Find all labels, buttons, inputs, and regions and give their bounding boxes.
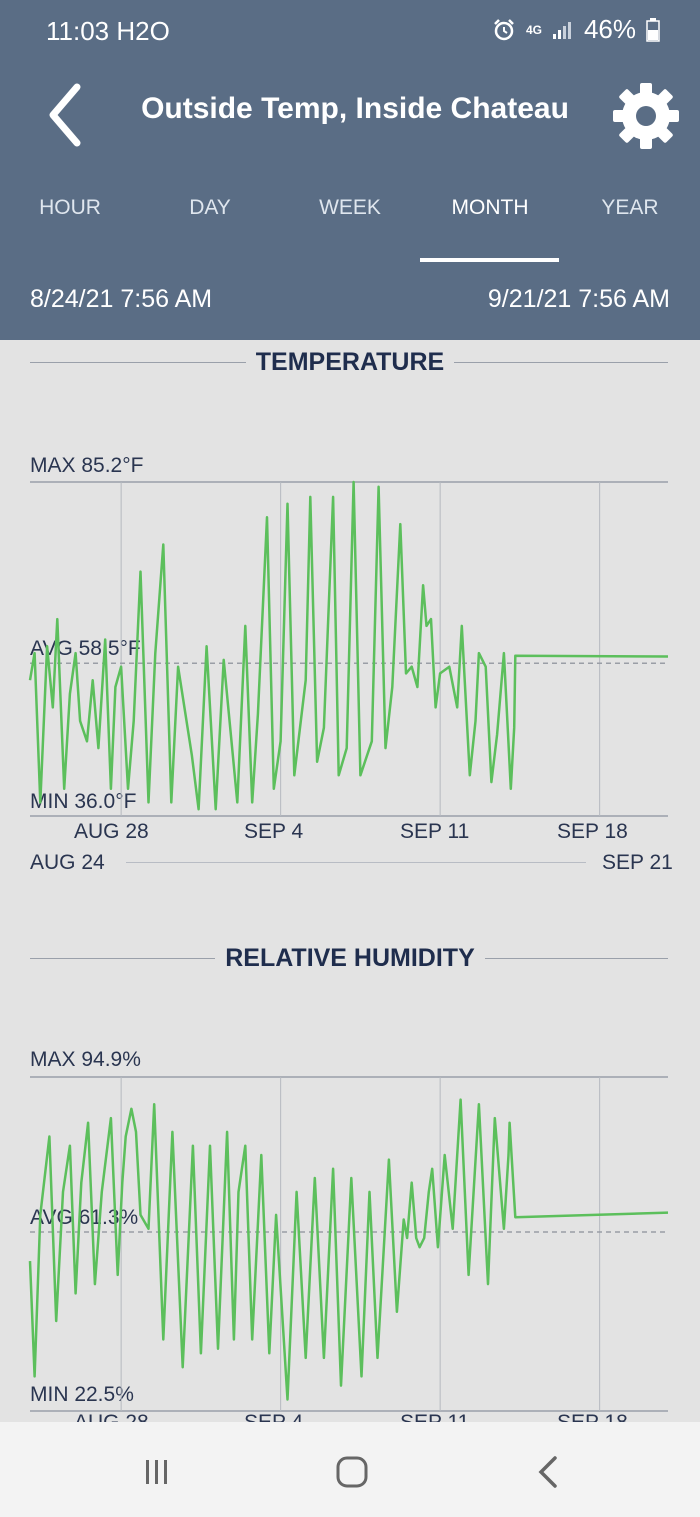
nav-back-icon [538, 1456, 557, 1488]
humidity-section-title: RELATIVE HUMIDITY [0, 944, 700, 973]
gear-icon [613, 83, 679, 149]
range-end-date: 9/21/21 7:56 AM [487, 285, 670, 313]
range-tabs: HOUR DAY WEEK MONTH YEAR [0, 196, 700, 266]
temp-min-label: MIN 36.0°F [30, 790, 137, 813]
battery-icon [646, 17, 660, 42]
app-header: 11:03 H2O 4G 46% Outside Temp, Inside Ch… [0, 0, 700, 340]
status-icons: 4G 46% [492, 14, 660, 45]
temperature-series-line [28, 480, 669, 811]
active-tab-indicator [420, 258, 559, 262]
range-axis-line [126, 862, 586, 863]
signal-icon [552, 21, 571, 39]
tab-day[interactable]: DAY [189, 196, 231, 219]
page-title: Outside Temp, Inside Chateau [141, 92, 569, 125]
tab-hour[interactable]: HOUR [39, 196, 101, 219]
charts-canvas [28, 480, 669, 1412]
settings-button[interactable] [612, 82, 680, 150]
home-icon [336, 1456, 368, 1488]
temp-x-tick: SEP 4 [244, 820, 304, 843]
chevron-left-icon [49, 83, 81, 147]
temp-x-tick: SEP 18 [557, 820, 628, 843]
alarm-icon [494, 18, 514, 40]
range-axis-end: SEP 21 [602, 851, 673, 874]
tab-week[interactable]: WEEK [319, 196, 381, 219]
temp-max-label: MAX 85.2°F [30, 454, 144, 477]
battery-percent: 46% [583, 14, 636, 44]
temperature-section-title: TEMPERATURE [0, 348, 700, 377]
recents-button[interactable] [132, 1452, 182, 1492]
home-button[interactable] [327, 1452, 377, 1492]
range-start-date: 8/24/21 7:56 AM [30, 285, 213, 313]
humidity-min-label: MIN 22.5% [30, 1383, 134, 1406]
network-icon: 4G [525, 22, 542, 37]
system-nav-bar [0, 1422, 700, 1517]
tab-month[interactable]: MONTH [451, 196, 529, 219]
status-time: 11:03 H2O [46, 16, 170, 46]
recents-icon [146, 1460, 167, 1484]
humidity-avg-label: AVG 61.3% [30, 1206, 139, 1229]
humidity-series-line [28, 1098, 669, 1401]
temp-x-tick: AUG 28 [74, 820, 149, 843]
temp-x-tick: SEP 11 [400, 820, 470, 843]
humidity-max-label: MAX 94.9% [30, 1048, 141, 1071]
tab-year[interactable]: YEAR [601, 196, 659, 219]
nav-back-button[interactable] [523, 1452, 573, 1492]
range-axis-start: AUG 24 [30, 851, 105, 874]
back-button[interactable] [30, 80, 100, 150]
